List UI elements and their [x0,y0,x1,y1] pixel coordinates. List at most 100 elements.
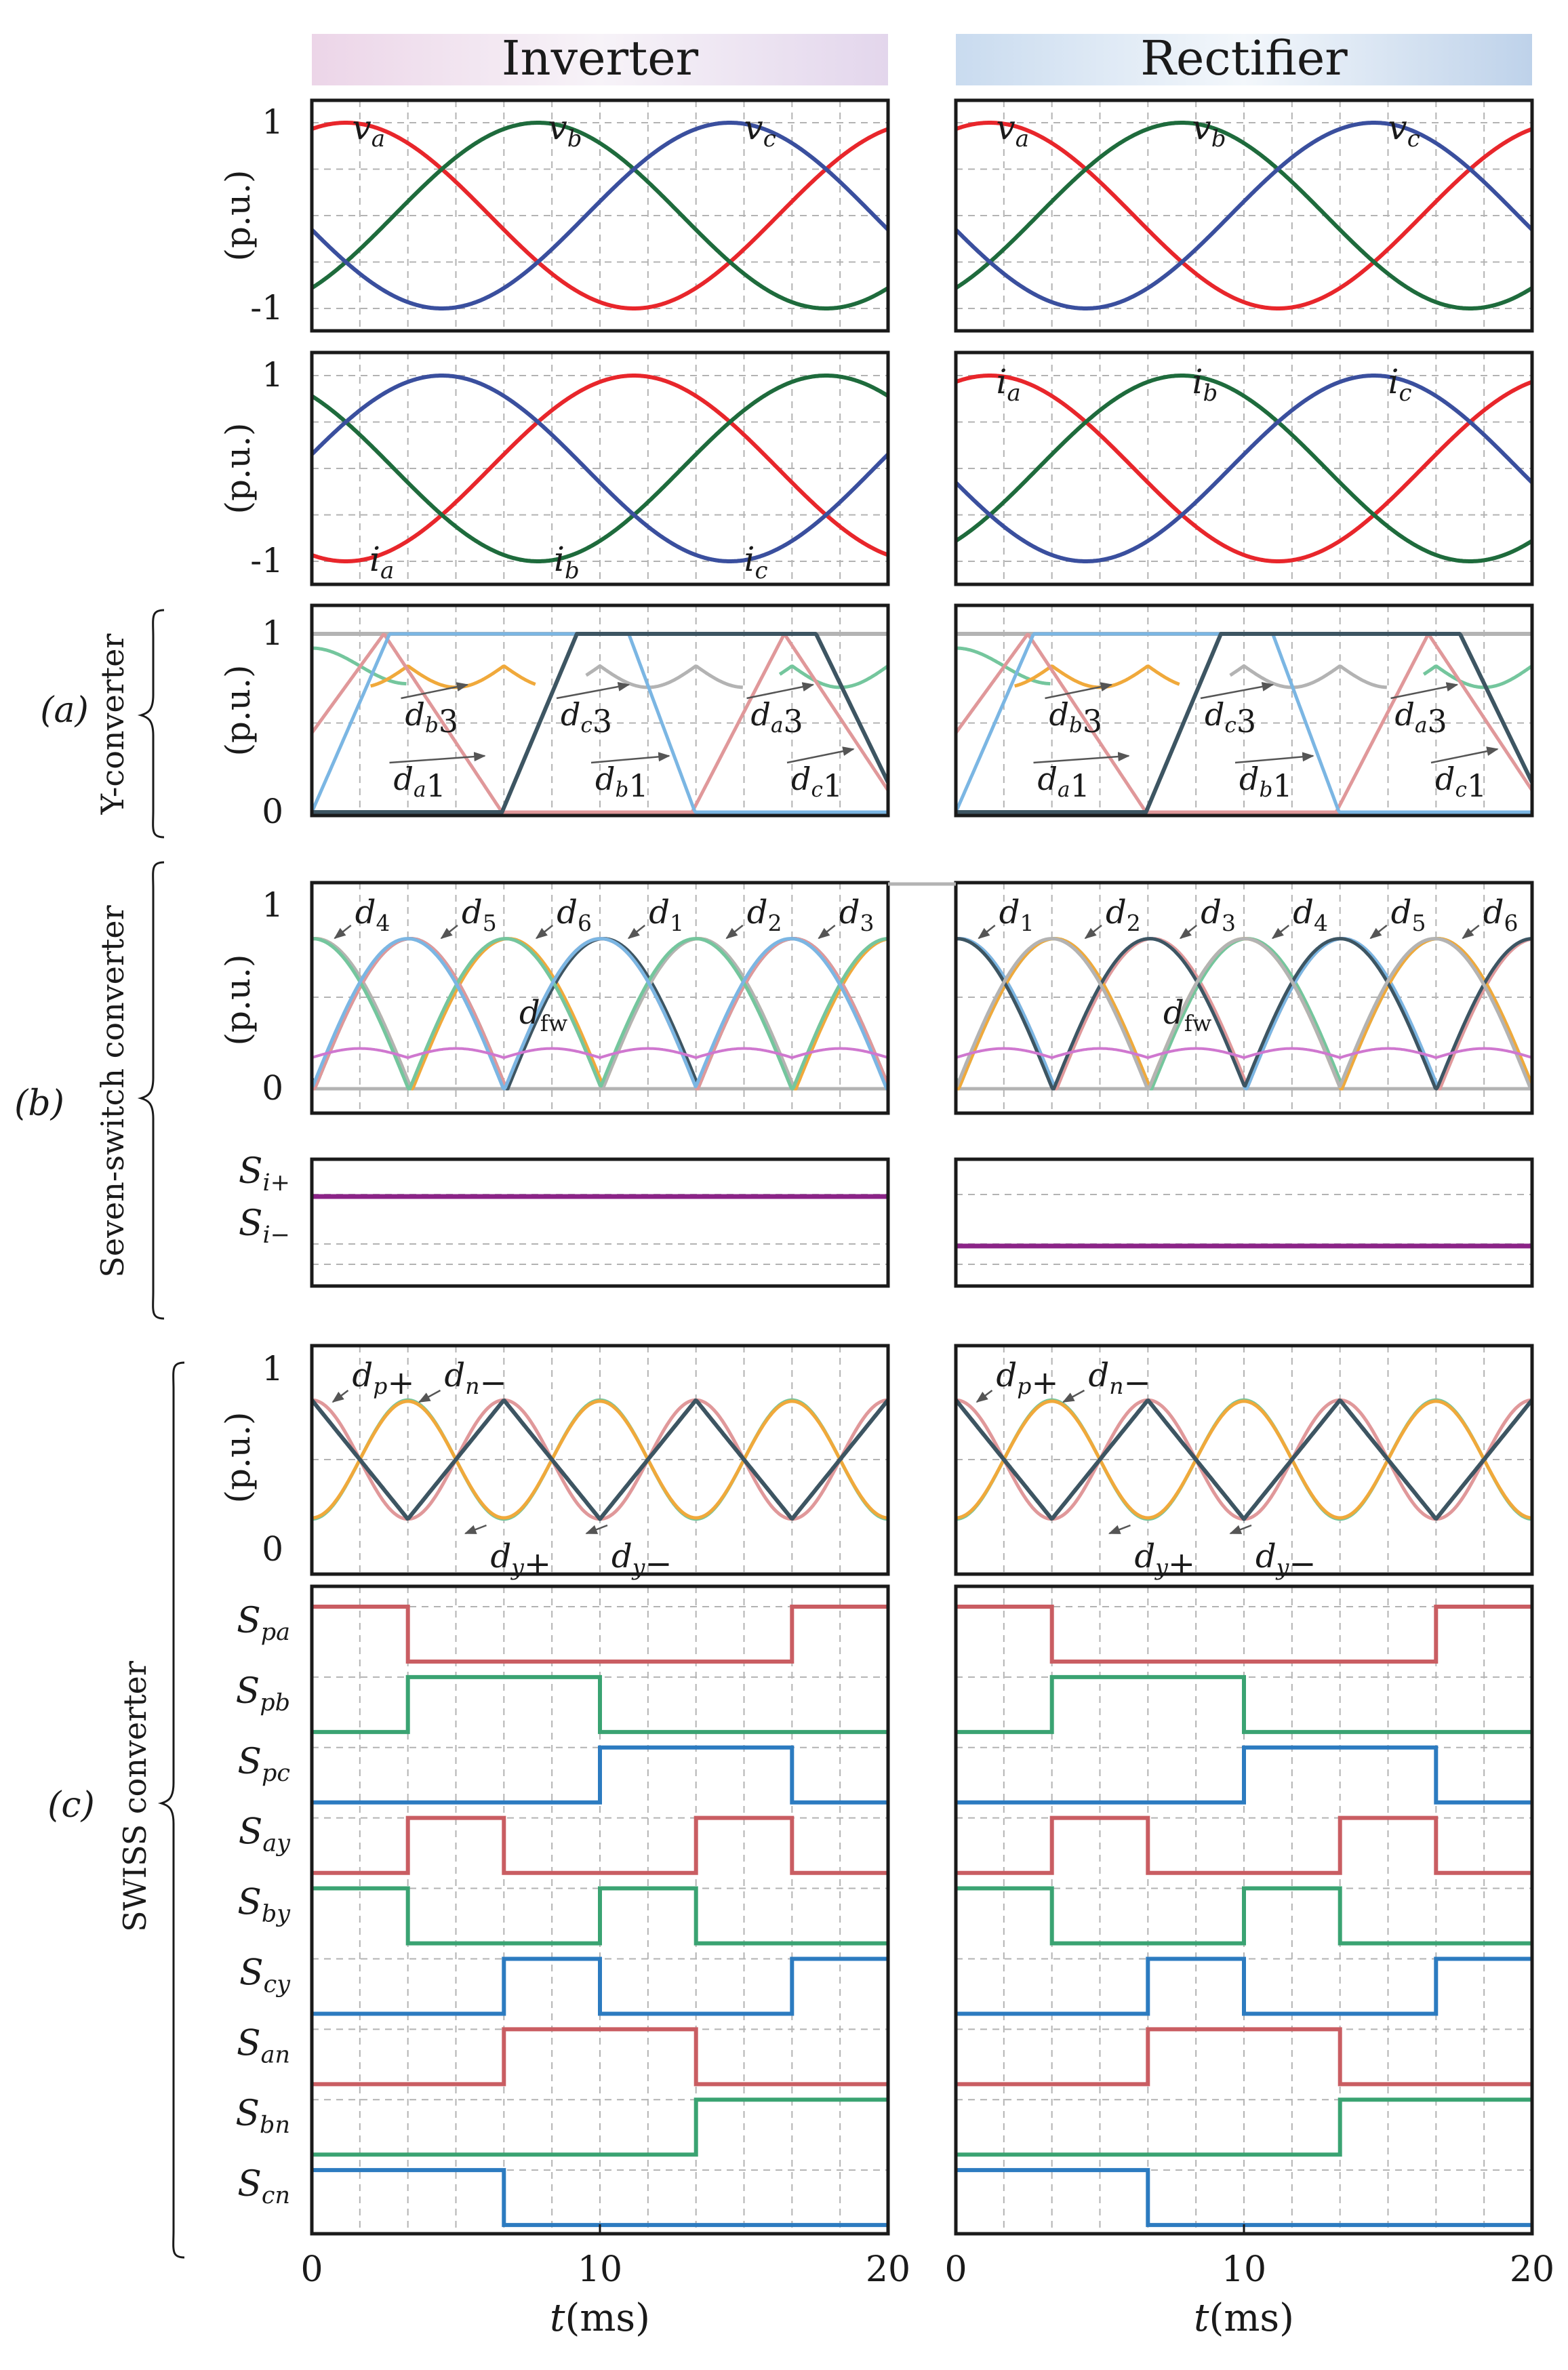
brace-a [137,609,165,839]
series-d-a3 [1422,664,1533,689]
group-b-tag: (b) [14,1083,64,1124]
signal-label-pc: Spc [237,1742,290,1787]
signal-Scn [312,2168,888,2228]
label-d3: d3 [839,893,875,936]
y-tick: -1 [250,541,283,580]
signal-San [312,2027,888,2087]
group-b-title: Seven-switch converter [94,905,131,1277]
signal-Spc [956,1745,1532,1805]
series-d-y-minus [954,1398,1534,1521]
series-d6 [954,937,1533,1091]
signal-Spb [312,1674,888,1734]
series-d-fw [955,1047,1533,1060]
signal-Sbn [956,2097,1532,2157]
y-tick: 0 [262,1068,283,1108]
label-arrow-arrow [1033,752,1130,764]
signal-label-by: Sby [237,1883,291,1928]
signal-Spc [312,1745,888,1805]
group-b: Seven-switch converter (b) [14,861,165,1320]
current-panel-rectifier: ia ib ic [954,350,1534,586]
y-tick: 1 [262,885,283,925]
series-vc [310,121,890,310]
label-arrow [627,925,646,940]
series-va [310,121,889,310]
current-panel-inverter: ia ib ic (p.u.)1 -1 [218,350,890,586]
x-axis-label: t(ms) [550,2296,650,2340]
x-tick: 0 [944,2249,967,2290]
label-arrow [978,925,996,940]
plot-frame [954,603,1534,818]
label-arrow [585,1524,608,1535]
x-tick: 10 [578,2249,622,2290]
series-d5 [311,937,889,1091]
label-arrow [818,925,836,940]
legend-va: va [353,108,386,153]
label-arrow [535,925,554,940]
label-arrow-arrow [556,682,630,700]
label-d4: d4 [1293,893,1328,936]
label-dc1: dc1 [1435,761,1487,804]
signal-label-cy: Scy [239,1952,291,1998]
signal-Spa [312,1605,888,1664]
signal-San [956,2027,1532,2087]
voltage-panel-inverter: va vb vc (p.u.)1 -1 [218,98,890,333]
state-label-si-plus: Si+ [239,1151,290,1197]
y-tick: 1 [262,355,283,395]
series-d-y-plus [955,1399,1533,1520]
signal-label-cn: Scn [237,2164,290,2209]
y-tick: -1 [250,288,283,327]
signal-Scn [956,2168,1532,2228]
y-axis-label: (p.u.) [218,169,258,261]
label-db3: db3 [405,696,459,740]
series-d-c1 [310,632,890,814]
legend-ib: ib [554,540,580,584]
label-arrow [725,925,744,940]
group-a-tag: (a) [40,690,89,731]
signal-label-bn: Sbn [235,2093,290,2139]
brace-c [157,1361,185,2259]
x-axis-label: t(ms) [1194,2296,1294,2340]
label-da1: da1 [394,761,446,804]
plot-frame [310,1157,890,1288]
signal-label-an: San [237,2023,290,2068]
seven-switch-panel-inverter: Si+ Si− [239,1151,890,1288]
swiss-switch-panel-rectifier: 0 10 20 t(ms) [944,1584,1554,2340]
label-arrow-arrow [1234,752,1314,764]
signal-Sbn [312,2097,888,2157]
y-duty-panel-inverter: db3 dc3 da3 da1 db1 dc1 (p.u.)1 0 [218,603,890,831]
label-d4: d4 [355,893,390,936]
label-arrow [1108,1524,1131,1535]
y-tick: 1 [262,614,283,653]
label-arrow [418,1389,441,1403]
label-d5: d5 [1391,893,1426,936]
x-tick: 10 [1222,2249,1266,2290]
label-dc3: dc3 [561,696,612,740]
inverter-header-bar [312,34,888,85]
plot-frame [954,98,1534,333]
legend-ic: ic [744,540,768,584]
seven-duty-panel-inverter: d4 d5 d6 d1 d2 d3 dfw (p.u.)1 0 [218,881,890,1115]
plot-frame [310,98,890,333]
series-vb [310,121,889,310]
label-da3: da3 [1395,696,1447,740]
y-axis-label: (p.u.) [218,954,258,1045]
label-arrow [1369,925,1388,940]
seven-switch-panel-rectifier [954,1157,1534,1288]
y-axis-label: (p.u.) [218,1411,258,1503]
label-dy−: dy− [611,1538,672,1583]
label-arrow [331,1390,349,1403]
legend-va: va [997,108,1030,153]
label-arrow-arrow [401,682,469,700]
signal-Scy [312,1956,888,2016]
label-arrow-arrow [389,752,486,764]
swiss-duty-panel-inverter: dp+ dn− dy+ dy− (p.u.)1 0 [218,1344,890,1583]
series-d-fw [311,1047,889,1060]
label-d2: d2 [1106,893,1141,936]
label-arrow [1179,925,1198,940]
label-arrow-arrow [590,752,670,764]
y-duty-panel-rectifier: db3 dc3 da3 da1 db1 dc1 [954,603,1534,818]
series-ic [954,374,1534,563]
signal-label-ay: Say [239,1812,291,1857]
label-arrow [1062,1389,1085,1403]
plot-frame [310,603,890,818]
